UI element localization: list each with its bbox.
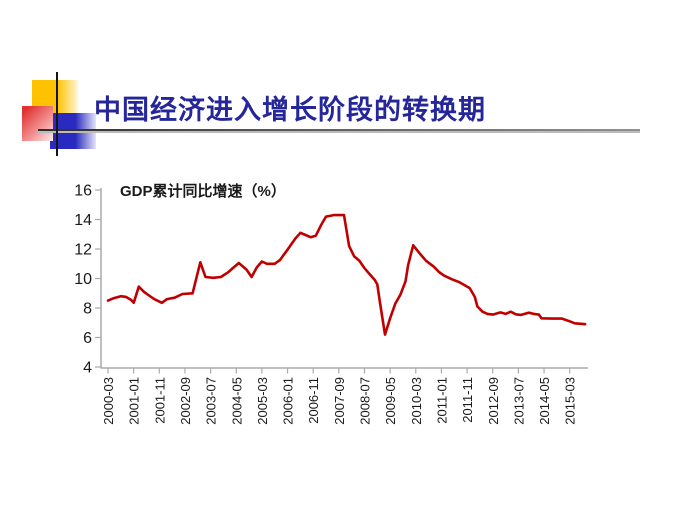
x-tick-label: 2004-05 [229, 377, 244, 425]
x-tick-label: 2003-07 [204, 377, 219, 425]
gdp-line [106, 213, 587, 336]
x-tick-label: 2010-03 [409, 377, 424, 425]
x-tick-label: 2001-11 [152, 377, 167, 424]
x-tick-label: 2007-09 [332, 377, 347, 425]
y-tick-label: 14 [74, 212, 92, 229]
x-tick-label: 2009-05 [383, 377, 398, 425]
deco-vertical-line [56, 72, 58, 156]
x-tick-label: 2015-03 [563, 377, 578, 425]
y-tick-label: 6 [83, 330, 92, 347]
x-tick-label: 2000-03 [101, 377, 116, 425]
title-rule-light [38, 131, 640, 133]
chart-title: GDP累计同比增速（%） [120, 182, 286, 200]
x-tick-label: 2012-09 [486, 377, 501, 425]
title-rule-dark [38, 129, 640, 131]
x-tick-label: 2001-01 [127, 377, 142, 425]
x-tick-label: 2014-05 [537, 377, 552, 425]
x-tick-label: 2005-03 [255, 377, 270, 425]
y-tick-label: 4 [83, 360, 92, 377]
y-tick-label: 8 [83, 301, 92, 318]
slide-title: 中国经济进入增长阶段的转换期 [94, 95, 486, 126]
x-tick-label: 2002-09 [178, 377, 193, 425]
y-tick-label: 16 [74, 183, 92, 200]
x-tick-label: 2011-11 [460, 377, 475, 423]
x-tick-label: 2011-01 [434, 377, 449, 424]
deco-red-square [22, 106, 53, 141]
x-tick-label: 2013-07 [511, 377, 526, 425]
x-tick-label: 2006-11 [306, 377, 321, 424]
y-tick-label: 12 [74, 242, 92, 259]
x-tick-label: 2008-07 [358, 377, 373, 425]
y-tick-label: 10 [74, 271, 92, 288]
x-tick-label: 2006-01 [281, 377, 296, 425]
